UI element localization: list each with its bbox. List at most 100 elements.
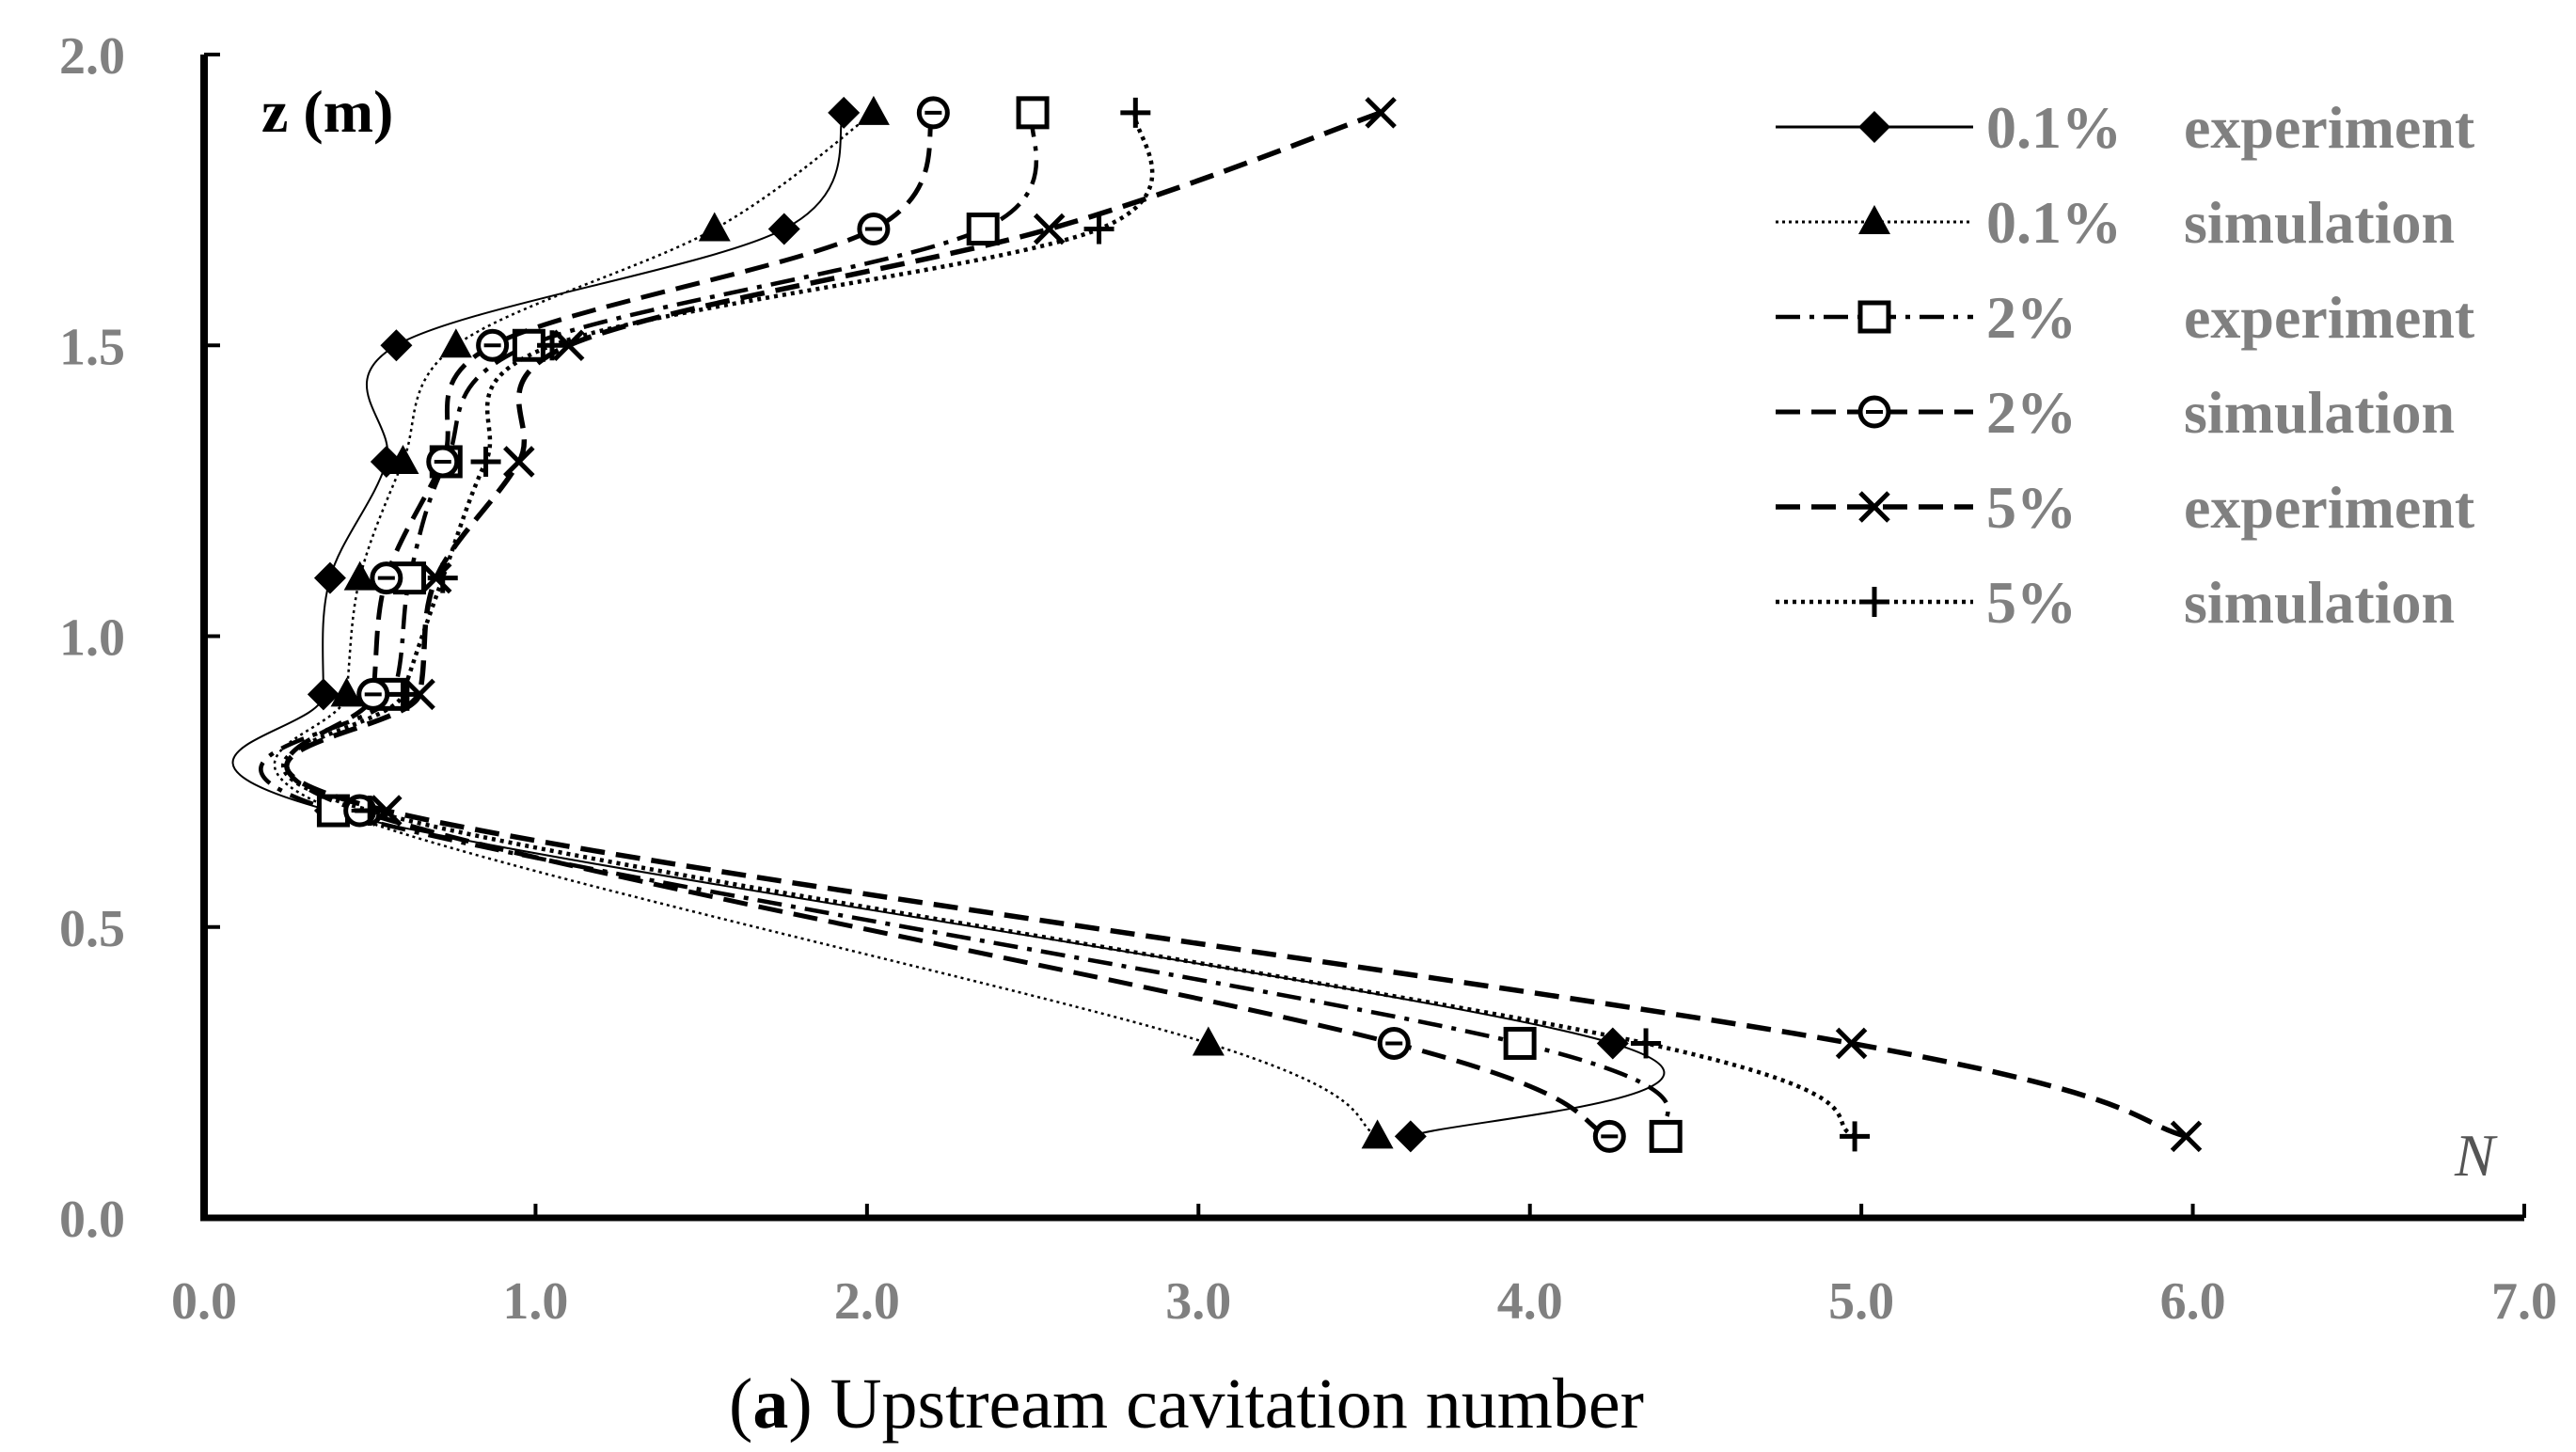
data-point bbox=[355, 796, 386, 827]
series-2 bbox=[259, 96, 1683, 1153]
data-point bbox=[330, 677, 363, 707]
data-point bbox=[1592, 1119, 1626, 1153]
legend-item: 0.1% experiment bbox=[1776, 94, 2475, 161]
legend-percent: 0.1% bbox=[1986, 189, 2122, 256]
data-point bbox=[1192, 1026, 1225, 1056]
data-point bbox=[1033, 213, 1066, 245]
series-5 bbox=[280, 97, 1871, 1152]
axes: 0.0 0.5 1.0 1.5 2.0 0.0 1.0 2.0 3.0 4.0 5.0 6.0 7.0 bbox=[59, 27, 2557, 1331]
legend-item: 5% simulation bbox=[1776, 569, 2455, 636]
data-point bbox=[503, 446, 535, 478]
data-point bbox=[356, 677, 390, 711]
data-point bbox=[427, 562, 458, 593]
series-1 bbox=[273, 95, 1394, 1149]
y-tick-label: 1.5 bbox=[59, 318, 125, 376]
series-line bbox=[273, 111, 1379, 1138]
series-line bbox=[231, 112, 1666, 1138]
data-point bbox=[1365, 97, 1397, 129]
series-line bbox=[259, 111, 1670, 1139]
series-3 bbox=[284, 96, 1626, 1153]
legend-kind: experiment bbox=[2184, 284, 2475, 351]
data-point bbox=[1596, 1027, 1629, 1060]
data-point bbox=[439, 328, 472, 358]
legend-kind: simulation bbox=[2184, 189, 2455, 256]
data-point bbox=[370, 561, 403, 595]
legend-kind: experiment bbox=[2184, 94, 2475, 161]
y-tick-label: 1.0 bbox=[59, 609, 125, 668]
legend-marker bbox=[1857, 395, 1891, 429]
data-point bbox=[2170, 1120, 2203, 1153]
legend-marker bbox=[1857, 300, 1891, 334]
x-tick-label: 6.0 bbox=[2160, 1272, 2226, 1331]
legend-percent: 5% bbox=[1986, 569, 2077, 636]
legend-percent: 5% bbox=[1986, 474, 2077, 541]
legend-item: 5% experiment bbox=[1776, 474, 2475, 541]
data-point bbox=[1649, 1119, 1683, 1153]
data-point bbox=[857, 213, 891, 246]
data-point bbox=[403, 678, 435, 711]
legend-kind: simulation bbox=[2184, 569, 2455, 636]
x-ticks: 0.0 1.0 2.0 3.0 4.0 5.0 6.0 7.0 bbox=[171, 1204, 2557, 1331]
x-axis-label: N bbox=[2454, 1122, 2498, 1189]
legend-marker bbox=[1858, 111, 1890, 143]
data-point bbox=[307, 678, 340, 711]
data-point bbox=[1631, 1028, 1662, 1059]
data-point bbox=[1840, 1121, 1871, 1152]
legend-percent: 0.1% bbox=[1986, 94, 2122, 161]
figure-caption: (a) Upstream cavitation number bbox=[729, 1365, 1644, 1444]
data-point bbox=[966, 213, 1000, 246]
data-point bbox=[1377, 1026, 1411, 1060]
legend: 0.1% experiment 0.1% simulation 2% experiment… bbox=[1776, 94, 2475, 636]
data-point bbox=[343, 560, 376, 591]
legend-item: 2% simulation bbox=[1776, 379, 2455, 446]
data-point bbox=[857, 95, 890, 125]
data-point bbox=[1083, 213, 1114, 245]
series-4 bbox=[284, 97, 2203, 1153]
data-point bbox=[1016, 96, 1050, 130]
x-tick-label: 3.0 bbox=[1165, 1272, 1231, 1331]
data-point bbox=[371, 795, 403, 827]
data-point bbox=[313, 561, 346, 594]
legend-item: 2% experiment bbox=[1776, 284, 2475, 351]
legend-percent: 2% bbox=[1986, 284, 2077, 351]
legend-kind: experiment bbox=[2184, 474, 2475, 541]
data-point bbox=[380, 329, 413, 362]
data-point bbox=[1503, 1026, 1537, 1060]
caption-rest: ) Upstream cavitation number bbox=[788, 1365, 1644, 1444]
y-tick-label: 2.0 bbox=[59, 27, 125, 86]
series-line bbox=[280, 112, 1857, 1139]
legend-marker bbox=[1858, 491, 1890, 523]
legend-marker bbox=[1859, 587, 1889, 617]
legend-marker bbox=[1858, 205, 1890, 234]
legend-item: 0.1% simulation bbox=[1776, 189, 2455, 256]
caption-prefix: ( bbox=[729, 1365, 752, 1444]
x-tick-label: 4.0 bbox=[1497, 1272, 1563, 1331]
data-point bbox=[476, 328, 510, 362]
x-tick-label: 1.0 bbox=[502, 1272, 568, 1331]
data-point bbox=[828, 96, 861, 129]
caption-letter: a bbox=[752, 1365, 788, 1444]
legend-kind: simulation bbox=[2184, 379, 2455, 446]
data-point bbox=[916, 96, 950, 130]
data-point bbox=[387, 679, 419, 710]
data-point bbox=[1361, 1119, 1394, 1149]
y-tick-label: 0.0 bbox=[59, 1191, 125, 1249]
y-ticks: 0.0 0.5 1.0 1.5 2.0 bbox=[59, 27, 220, 1249]
data-point bbox=[470, 446, 501, 477]
data-point bbox=[1835, 1027, 1868, 1060]
data-point bbox=[426, 445, 460, 479]
data-point bbox=[387, 444, 419, 474]
series-line bbox=[284, 110, 2188, 1140]
y-tick-label: 0.5 bbox=[59, 900, 125, 958]
data-point bbox=[1120, 97, 1151, 128]
series-layer bbox=[231, 95, 2203, 1153]
x-tick-label: 5.0 bbox=[1828, 1272, 1894, 1331]
x-tick-label: 0.0 bbox=[171, 1272, 237, 1331]
data-point bbox=[537, 330, 568, 361]
x-tick-label: 2.0 bbox=[834, 1272, 900, 1331]
x-tick-label: 7.0 bbox=[2491, 1272, 2557, 1331]
series-0 bbox=[231, 96, 1666, 1153]
data-point bbox=[698, 212, 731, 242]
data-point bbox=[1394, 1120, 1427, 1153]
